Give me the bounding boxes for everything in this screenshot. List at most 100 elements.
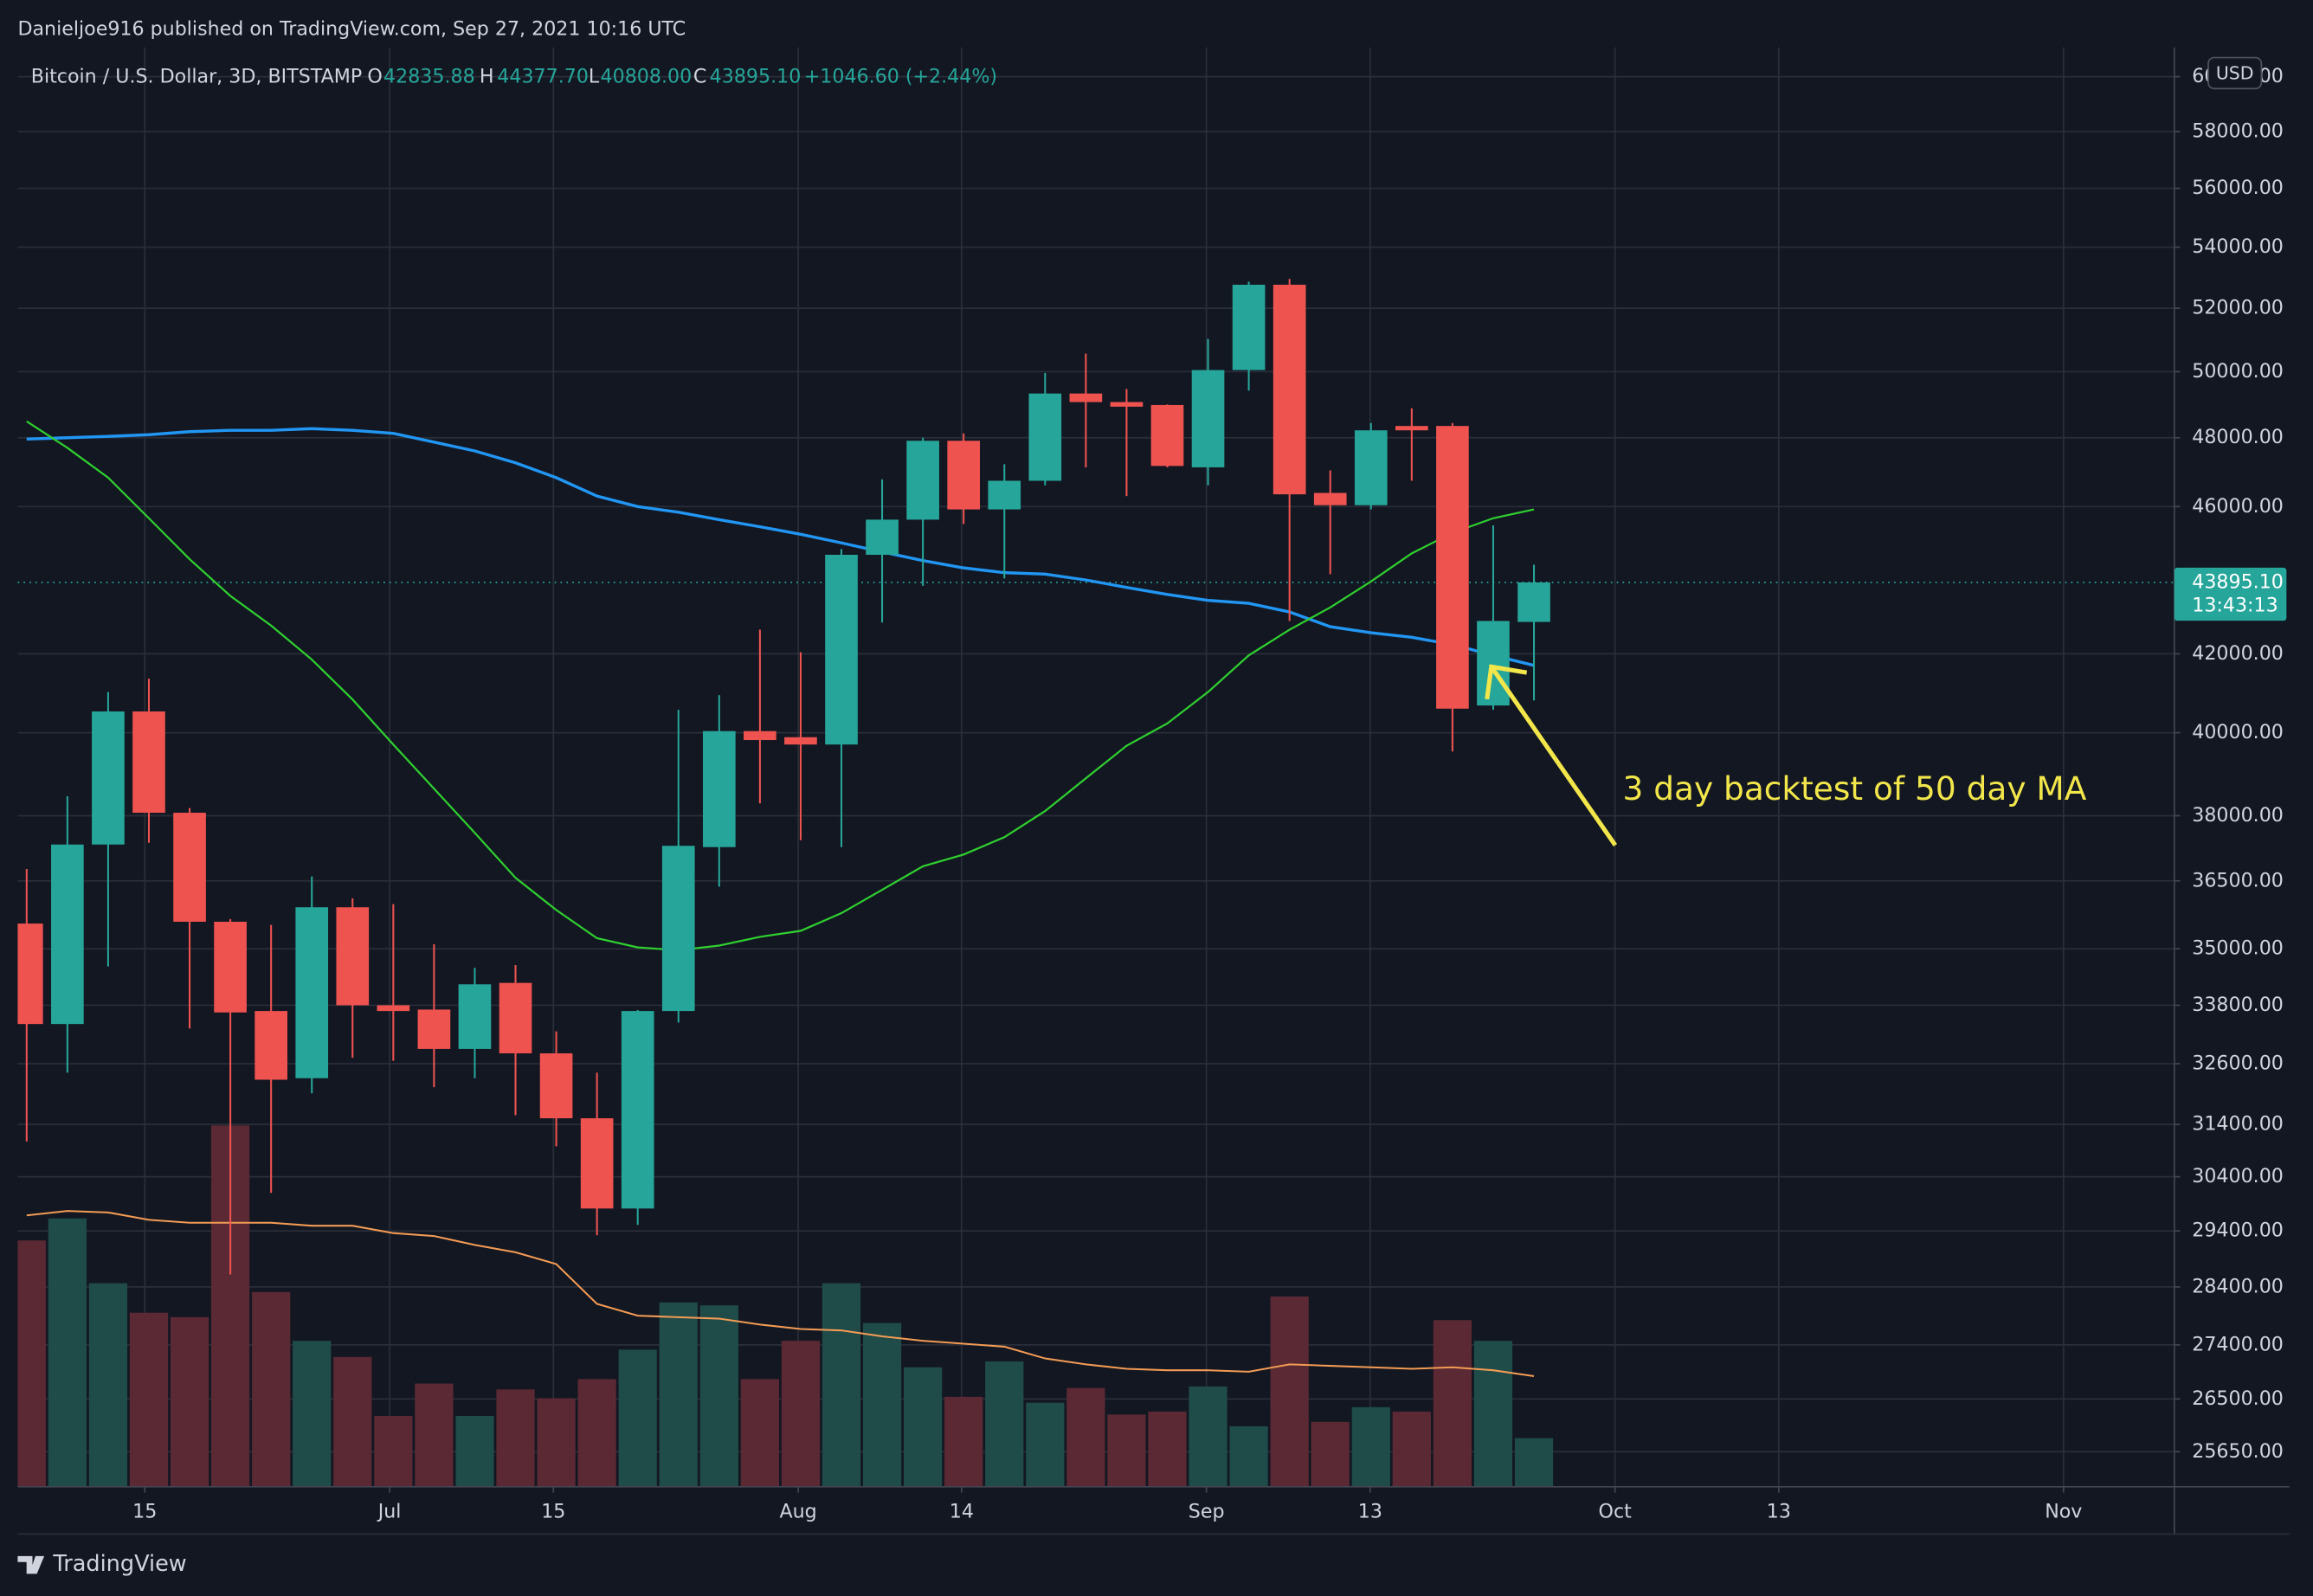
- candle-body: [295, 907, 329, 1078]
- y-tick-label: 32600.00: [2192, 1052, 2284, 1075]
- y-tick-label: 31400.00: [2192, 1113, 2284, 1136]
- volume-bar: [537, 1398, 576, 1487]
- symbol-title: Bitcoin / U.S. Dollar, 3D, BITSTAMP: [31, 65, 362, 87]
- volume-bar: [862, 1322, 902, 1487]
- volume-bar: [985, 1361, 1024, 1487]
- y-tick-label: 28400.00: [2192, 1275, 2284, 1297]
- y-tick-label: 40000.00: [2192, 721, 2284, 743]
- annotation-arrow: [1485, 664, 1618, 846]
- volume-bar: [88, 1283, 128, 1487]
- candle-body: [744, 730, 776, 741]
- candle-body: [377, 1005, 410, 1012]
- candles: [17, 279, 1550, 1275]
- candle-body: [1191, 370, 1225, 467]
- y-tick-label: 52000.00: [2192, 297, 2284, 319]
- candle-body: [825, 555, 858, 745]
- y-tick-label: 36500.00: [2192, 869, 2284, 891]
- countdown: 13:43:13: [2192, 595, 2278, 617]
- volume-bar: [415, 1383, 454, 1487]
- candle-body: [1028, 393, 1062, 481]
- candle-body: [132, 711, 165, 814]
- candle-body: [1232, 284, 1266, 370]
- candle-body: [703, 730, 736, 847]
- y-tick-label: 25650.00: [2192, 1440, 2284, 1463]
- ohlc-value: 44377.70: [497, 65, 589, 87]
- candle-body: [1150, 404, 1184, 467]
- x-tick-label: 14: [950, 1500, 974, 1522]
- volume-bar: [1148, 1411, 1187, 1487]
- y-tick-label: 30400.00: [2192, 1165, 2284, 1187]
- volume-bar: [374, 1416, 413, 1487]
- candle-body: [214, 921, 247, 1013]
- x-tick-label: Nov: [2045, 1500, 2082, 1522]
- brand: TradingView: [52, 1551, 186, 1577]
- x-tick-label: Oct: [1599, 1500, 1633, 1522]
- last-price-box: [2174, 567, 2287, 621]
- volume-bar: [1270, 1296, 1309, 1487]
- volume-bar: [904, 1367, 943, 1487]
- y-tick-label: 58000.00: [2192, 119, 2284, 142]
- ohlc-letter: C: [693, 65, 706, 87]
- volume-bar: [1392, 1411, 1431, 1487]
- volume-bar: [1066, 1387, 1105, 1487]
- x-tick-label: Sep: [1189, 1500, 1225, 1522]
- candle-body: [336, 907, 370, 1006]
- volume-bar: [1189, 1386, 1227, 1487]
- moving-average-line: [26, 427, 1535, 667]
- change-label: +1046.60 (+2.44%): [804, 65, 997, 87]
- volume-bar: [1473, 1341, 1513, 1487]
- x-tick-label: Aug: [780, 1500, 817, 1522]
- volume-bar: [1107, 1414, 1146, 1487]
- volume-bar: [170, 1316, 209, 1487]
- volume-bar: [252, 1291, 291, 1487]
- candle-body: [1436, 426, 1469, 709]
- volume-bar: [659, 1302, 698, 1487]
- ohlc-letter: L: [589, 65, 600, 87]
- candle-body: [1517, 582, 1550, 622]
- x-tick-label: 13: [1358, 1500, 1382, 1522]
- candle-body: [51, 844, 84, 1025]
- y-tick-label: 42000.00: [2192, 642, 2284, 665]
- candle-body: [458, 984, 492, 1049]
- candle-body: [1354, 430, 1388, 505]
- axes: 60000.0058000.0056000.0054000.0052000.00…: [17, 47, 2290, 1535]
- candle-body: [580, 1118, 614, 1209]
- volume-bar: [618, 1349, 657, 1487]
- y-tick-label: 46000.00: [2192, 495, 2284, 518]
- candle-body: [92, 711, 125, 845]
- ohlc-letter: H: [480, 65, 494, 87]
- y-tick-label: 56000.00: [2192, 177, 2284, 199]
- candle-body: [1313, 492, 1347, 505]
- y-tick-label: 27400.00: [2192, 1333, 2284, 1355]
- plot-area: [17, 47, 2174, 1487]
- arrow-head: [1485, 664, 1528, 700]
- volume-bar: [699, 1305, 738, 1487]
- y-tick-label: 50000.00: [2192, 360, 2284, 383]
- ohlc-value: 42835.88: [383, 65, 475, 87]
- x-tick-label: 13: [1767, 1500, 1791, 1522]
- volume-bar: [455, 1416, 494, 1487]
- annotation: 3 day backtest of 50 day MA: [1622, 769, 2086, 808]
- volume-bar: [129, 1312, 169, 1487]
- currency[interactable]: USD: [2216, 62, 2254, 83]
- publisher-line: Danieljoe916 published on TradingView.co…: [17, 18, 686, 41]
- candle-body: [539, 1053, 573, 1119]
- candle-body: [947, 441, 981, 510]
- y-tick-label: 33800.00: [2192, 994, 2284, 1016]
- candle-body: [17, 923, 43, 1025]
- candle-body: [784, 737, 817, 745]
- y-tick-label: 48000.00: [2192, 426, 2284, 448]
- badge-box: [2207, 56, 2263, 90]
- volume-bar: [821, 1283, 861, 1487]
- footer: TradingView: [17, 1551, 187, 1577]
- currency-badge: USD: [2207, 56, 2263, 90]
- candle-body: [1110, 402, 1144, 407]
- candle-body: [661, 846, 695, 1012]
- ohlc-value: 43895.10: [710, 65, 802, 87]
- ohlc-value: 40808.00: [601, 65, 693, 87]
- x-tick-label: 15: [541, 1500, 565, 1522]
- y-tick-label: 29400.00: [2192, 1220, 2284, 1242]
- volume-bar: [1311, 1421, 1350, 1487]
